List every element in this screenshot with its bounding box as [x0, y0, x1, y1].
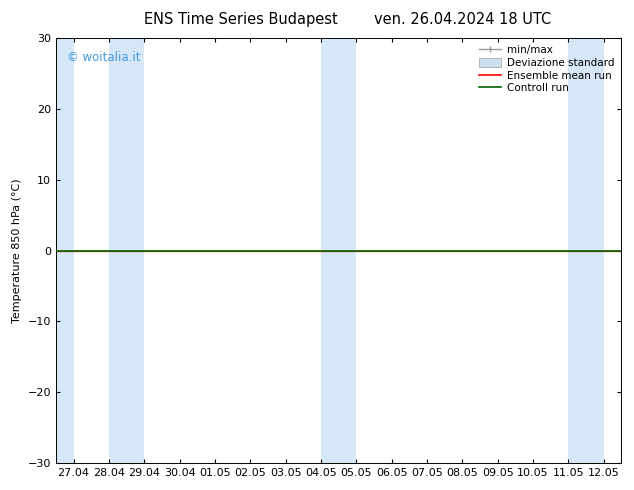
Y-axis label: Temperature 850 hPa (°C): Temperature 850 hPa (°C) — [12, 178, 22, 323]
Bar — [321, 38, 356, 463]
Text: © woitalia.it: © woitalia.it — [67, 51, 141, 64]
Text: ven. 26.04.2024 18 UTC: ven. 26.04.2024 18 UTC — [374, 12, 552, 27]
Bar — [569, 38, 604, 463]
Legend: min/max, Deviazione standard, Ensemble mean run, Controll run: min/max, Deviazione standard, Ensemble m… — [477, 43, 616, 95]
Bar — [56, 38, 74, 463]
Bar — [109, 38, 145, 463]
Text: ENS Time Series Budapest: ENS Time Series Budapest — [144, 12, 338, 27]
